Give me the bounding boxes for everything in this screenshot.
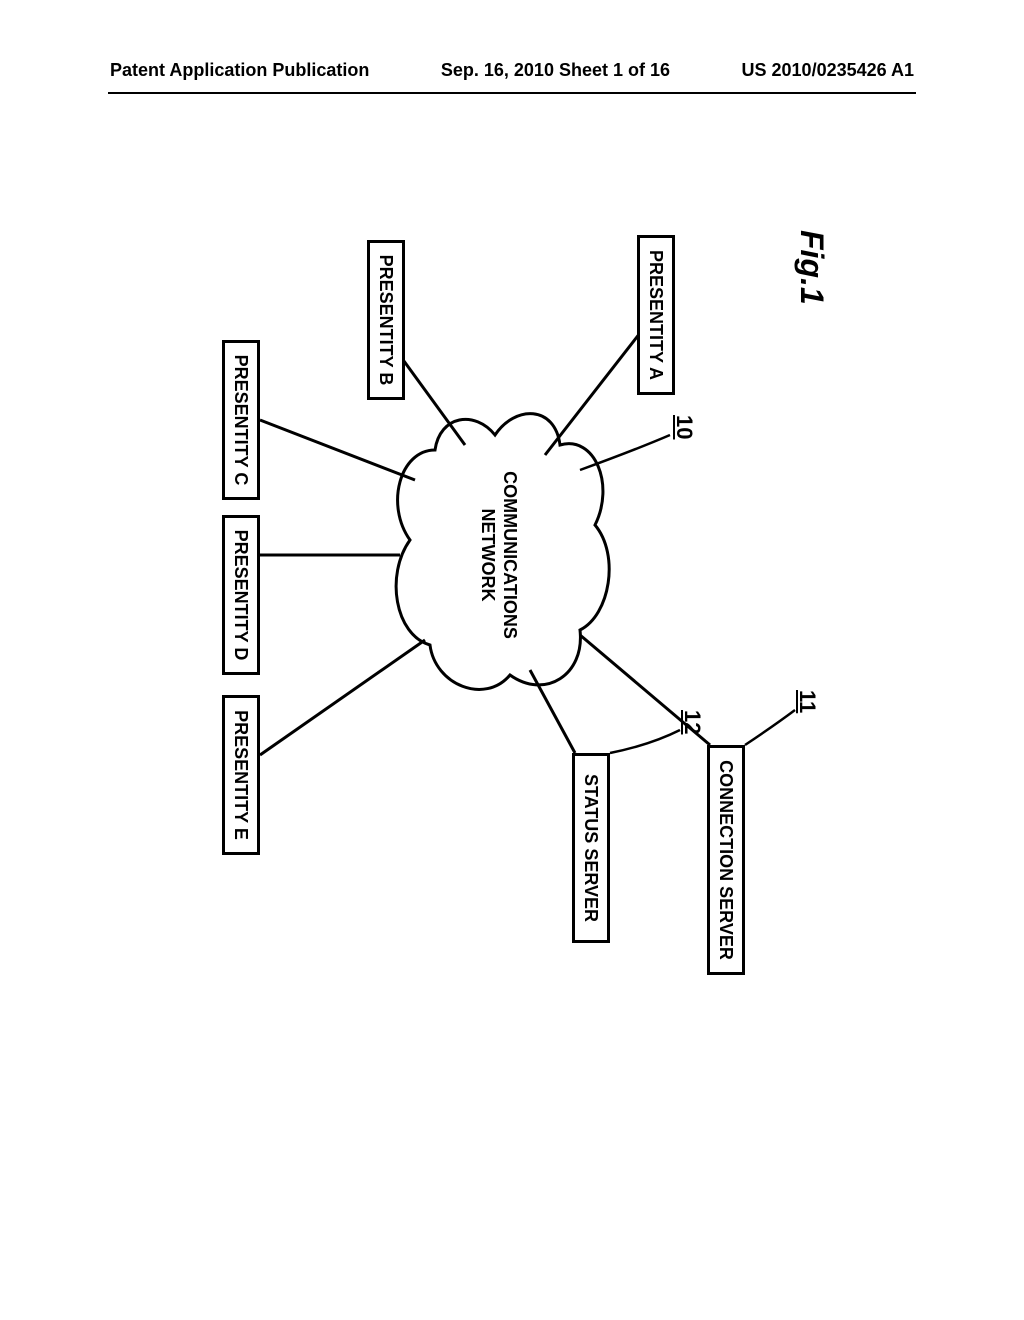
ref-12: 12 <box>679 710 705 734</box>
header-right: US 2010/0235426 A1 <box>742 60 914 81</box>
presentity-d-box: PRESENTITY D <box>222 515 260 675</box>
header-center: Sep. 16, 2010 Sheet 1 of 16 <box>441 60 670 81</box>
header-left: Patent Application Publication <box>110 60 369 81</box>
presentity-c-box: PRESENTITY C <box>222 340 260 500</box>
communications-network-cloud: COMMUNICATIONSNETWORK <box>410 420 590 690</box>
connection-server-box: CONNECTION SERVER <box>707 745 745 975</box>
figure-1: Fig.1 10 11 12 COMMUNICATIONSNETWORK PRE… <box>45 255 805 845</box>
header-rule <box>108 92 916 94</box>
ref-11: 11 <box>794 690 820 713</box>
presentity-e-box: PRESENTITY E <box>222 695 260 855</box>
presentity-b-box: PRESENTITY B <box>367 240 405 400</box>
ref-10: 10 <box>671 415 697 439</box>
status-server-box: STATUS SERVER <box>572 753 610 943</box>
cloud-label: COMMUNICATIONSNETWORK <box>477 420 520 690</box>
figure-label: Fig.1 <box>793 230 830 305</box>
page-header: Patent Application Publication Sep. 16, … <box>0 60 1024 81</box>
presentity-a-box: PRESENTITY A <box>637 235 675 395</box>
